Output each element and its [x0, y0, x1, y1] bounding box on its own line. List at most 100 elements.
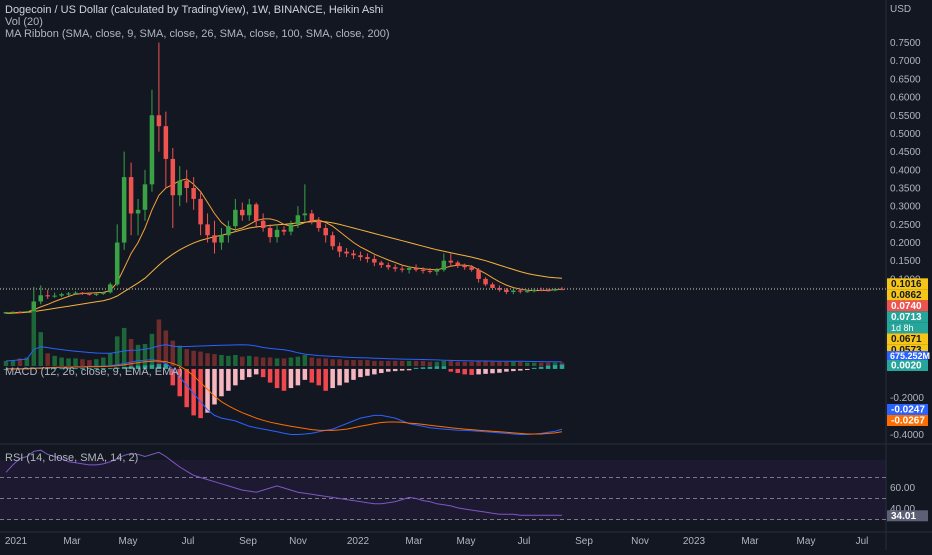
- candle-body: [399, 268, 405, 270]
- volume-ma-line: [5, 344, 563, 363]
- macd-histogram-bar: [379, 368, 384, 374]
- candle-body: [121, 177, 127, 243]
- volume-bar: [73, 358, 78, 366]
- volume-bar: [253, 356, 259, 366]
- macd-histogram-bar: [135, 365, 141, 369]
- volume-bar: [170, 340, 176, 366]
- rsi-tick-label: 40.00: [890, 504, 915, 515]
- candle-body: [128, 177, 134, 214]
- candle-body: [59, 294, 64, 296]
- price-tag-badge: [887, 278, 928, 290]
- candle-body: [406, 268, 412, 270]
- volume-bar: [281, 358, 287, 366]
- macd-histogram-bar: [198, 368, 203, 419]
- candle-body: [462, 265, 467, 268]
- macd-histogram-bar: [267, 368, 273, 383]
- volume-bar: [399, 360, 405, 366]
- macd-histogram-bar: [441, 366, 447, 369]
- candle-body: [246, 204, 252, 216]
- candle-body: [441, 260, 447, 270]
- candle-body: [87, 293, 92, 295]
- macd-histogram-bar: [107, 368, 113, 370]
- price-tag-label: 0.0573: [891, 345, 922, 356]
- volume-bar: [17, 358, 23, 366]
- macd-histogram-bar: [497, 368, 502, 373]
- volume-bar: [184, 349, 189, 366]
- volume-bar: [219, 355, 224, 366]
- price-tick-label: 0.1500: [890, 256, 921, 267]
- candle-body: [302, 213, 308, 216]
- candle-body: [177, 180, 183, 196]
- candle-body: [226, 226, 231, 236]
- price-tick-label: 0.2500: [890, 220, 921, 231]
- price-tag-badge: [887, 333, 928, 345]
- candle-body: [448, 260, 454, 263]
- macd-histogram-bar: [260, 368, 266, 378]
- macd-histogram-bar: [559, 364, 565, 369]
- macd-histogram-bar: [226, 368, 231, 391]
- candle-body: [545, 290, 551, 292]
- volume-bar: [337, 359, 342, 366]
- price-tag-label: 1d 8h: [891, 323, 914, 333]
- macd-histogram-bar: [177, 368, 183, 397]
- price-tick-label: 0.5500: [890, 111, 921, 122]
- price-tag-label: 0.1016: [891, 279, 922, 290]
- candle-body: [483, 278, 488, 285]
- macd-histogram-bar: [323, 368, 328, 391]
- candle-body: [163, 126, 169, 159]
- candle-body: [497, 288, 502, 290]
- candle-body: [45, 295, 50, 297]
- price-tick-label: 0.7000: [890, 56, 921, 67]
- volume-bar: [205, 353, 210, 366]
- volume-bar: [274, 358, 280, 366]
- macd-histogram-bar: [462, 368, 467, 375]
- rsi-line: [5, 449, 562, 516]
- price-tag-label: 0.0671: [891, 334, 922, 345]
- legend-title: Dogecoin / US Dollar (calculated by Trad…: [5, 4, 384, 16]
- time-axis-label: Jul: [518, 536, 531, 547]
- volume-tag-label: 675.252M: [890, 351, 930, 361]
- candle-body: [38, 295, 44, 302]
- price-tag-label: 0.0862: [891, 290, 922, 301]
- macd-histogram-bar: [295, 368, 301, 386]
- volume-bar: [240, 356, 245, 366]
- time-axis-label: Mar: [741, 536, 759, 547]
- price-tick-label: 0.3500: [890, 184, 921, 195]
- candle-body: [114, 242, 120, 285]
- volume-bar: [309, 357, 315, 366]
- candle-body: [504, 289, 509, 292]
- macd-histogram-bar: [511, 368, 516, 372]
- macd-histogram-bar: [337, 368, 342, 386]
- volume-bar: [469, 361, 474, 366]
- volume-bar: [552, 362, 558, 366]
- macd-histogram-bar: [545, 365, 551, 369]
- candle-body: [490, 284, 495, 288]
- volume-bar: [531, 362, 537, 366]
- price-tick-label: 0.6000: [890, 93, 921, 104]
- volume-bar: [316, 358, 322, 366]
- volume-bar: [427, 361, 433, 366]
- volume-bar: [483, 360, 488, 366]
- macd-histogram-bar: [149, 364, 155, 369]
- candle-body: [17, 311, 23, 313]
- macd-histogram-bar: [87, 368, 92, 370]
- macd-histogram-bar: [427, 366, 433, 369]
- macd-histogram-bar: [142, 365, 148, 369]
- price-tick-label: 0.4000: [890, 165, 921, 176]
- volume-bar: [511, 361, 516, 366]
- candle-body: [3, 312, 9, 314]
- time-axis-label: Sep: [575, 536, 593, 547]
- candle-body: [469, 267, 474, 270]
- candle-body: [358, 255, 363, 258]
- macd-value-label: 0.0020: [891, 361, 922, 372]
- candle-body: [295, 215, 301, 225]
- candle-body: [274, 229, 280, 238]
- macd-histogram-bar: [490, 368, 495, 374]
- macd-histogram-bar: [3, 368, 9, 370]
- legend-ma-ribbon: MA Ribbon (SMA, close, 9, SMA, close, 26…: [5, 28, 390, 40]
- volume-bar: [302, 355, 308, 366]
- volume-bar: [476, 360, 481, 366]
- macd-histogram-bar: [351, 368, 356, 380]
